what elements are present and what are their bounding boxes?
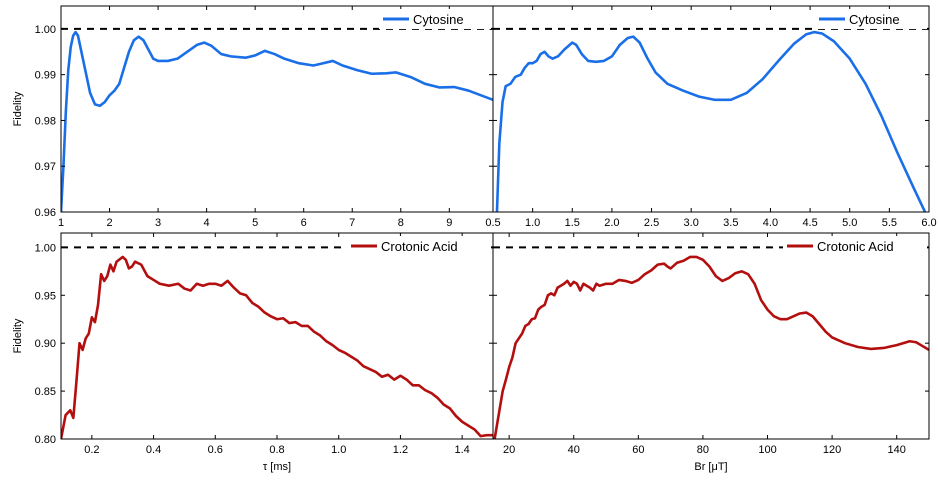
panel-top-right: 0.5 1.0 1.5 2.0 2.5 3.0 3.5 4.0 4.5 5.0 5.5 6.0 Cyto… bbox=[485, 5, 937, 229]
x-tick-label: 4.5 bbox=[802, 217, 817, 229]
x-tick-label: 0.8 bbox=[269, 444, 284, 456]
axes-frame bbox=[492, 232, 930, 440]
y-tick-label: 0.96 bbox=[35, 207, 56, 219]
y-tick-label: 0.99 bbox=[35, 70, 56, 82]
legend: Crotonic Acid bbox=[347, 236, 491, 256]
x-tick-label: 7 bbox=[349, 217, 355, 229]
x-tick-label: 8 bbox=[398, 217, 404, 229]
x-tick-label: 2.5 bbox=[644, 217, 659, 229]
series-line bbox=[61, 30, 493, 212]
legend-label: Crotonic Acid bbox=[381, 239, 458, 254]
x-tick-label: 0.5 bbox=[485, 217, 500, 229]
panel-bottom-right: 20 40 60 80 100 120 140 Br [μT] Crotonic Acid bbox=[492, 232, 930, 473]
x-tick-label: 5 bbox=[252, 217, 258, 229]
x-tick-label: 5.5 bbox=[882, 217, 897, 229]
legend: Cytosine bbox=[379, 9, 491, 29]
x-tick-label: 1.2 bbox=[393, 444, 408, 456]
x-tick-label: 40 bbox=[568, 444, 580, 456]
x-tick-label: 1.0 bbox=[525, 217, 540, 229]
series-line bbox=[61, 255, 493, 439]
x-tick-label: 4 bbox=[204, 217, 210, 229]
x-axis-label: Br [μT] bbox=[694, 461, 727, 473]
x-tick-label: 1.4 bbox=[454, 444, 469, 456]
x-tick-label: 5.0 bbox=[842, 217, 857, 229]
series-line bbox=[493, 255, 929, 439]
x-tick-label: 2.0 bbox=[604, 217, 619, 229]
panel-bottom-left: 0.80 0.85 0.90 0.95 1.00 0.2 0.4 0.6 0.8 1.0 1.2 1.… bbox=[12, 232, 494, 473]
axes-frame bbox=[60, 5, 494, 213]
y-tick-label: 0.90 bbox=[35, 338, 56, 350]
x-tick-label: 80 bbox=[697, 444, 709, 456]
x-tick-label: 0.4 bbox=[146, 444, 161, 456]
legend: Cytosine bbox=[815, 9, 927, 29]
x-tick-label: 6.0 bbox=[921, 217, 936, 229]
y-tick-label: 0.85 bbox=[35, 386, 56, 398]
x-tick-label: 20 bbox=[503, 444, 515, 456]
y-axis-label: Fidelity bbox=[12, 318, 24, 353]
x-tick-label: 1 bbox=[58, 217, 64, 229]
y-tick-label: 0.95 bbox=[35, 290, 56, 302]
panel-top-left: 0.96 0.97 0.98 0.99 1.00 1 2 3 4 5 6 7 8 9 Fidelity Cyt… bbox=[12, 5, 494, 229]
y-tick-label: 0.98 bbox=[35, 115, 56, 127]
legend-label: Crotonic Acid bbox=[817, 239, 894, 254]
x-tick-label: 120 bbox=[823, 444, 841, 456]
x-tick-label: 60 bbox=[632, 444, 644, 456]
x-axis-label: τ [ms] bbox=[263, 461, 291, 473]
x-tick-label: 0.6 bbox=[208, 444, 223, 456]
y-tick-label: 0.97 bbox=[35, 161, 56, 173]
x-tick-label: 3.5 bbox=[723, 217, 738, 229]
legend-label: Cytosine bbox=[413, 12, 464, 27]
legend-label: Cytosine bbox=[849, 12, 900, 27]
y-tick-label: 1.00 bbox=[35, 242, 56, 254]
x-tick-label: 100 bbox=[758, 444, 776, 456]
series-line bbox=[495, 30, 927, 212]
y-tick-label: 1.00 bbox=[35, 24, 56, 36]
x-tick-label: 2 bbox=[106, 217, 112, 229]
x-tick-label: 4.0 bbox=[763, 217, 778, 229]
legend: Crotonic Acid bbox=[783, 236, 927, 256]
axes-frame bbox=[492, 5, 930, 213]
x-tick-label: 1.0 bbox=[331, 444, 346, 456]
x-tick-label: 140 bbox=[888, 444, 906, 456]
y-tick-label: 0.80 bbox=[35, 434, 56, 446]
x-tick-label: 6 bbox=[301, 217, 307, 229]
x-tick-label: 3 bbox=[155, 217, 161, 229]
y-axis-label: Fidelity bbox=[12, 91, 24, 126]
x-tick-label: 1.5 bbox=[565, 217, 580, 229]
x-tick-label: 3.0 bbox=[684, 217, 699, 229]
axes-frame bbox=[60, 232, 494, 440]
x-tick-label: 0.2 bbox=[84, 444, 99, 456]
x-tick-label: 9 bbox=[446, 217, 452, 229]
